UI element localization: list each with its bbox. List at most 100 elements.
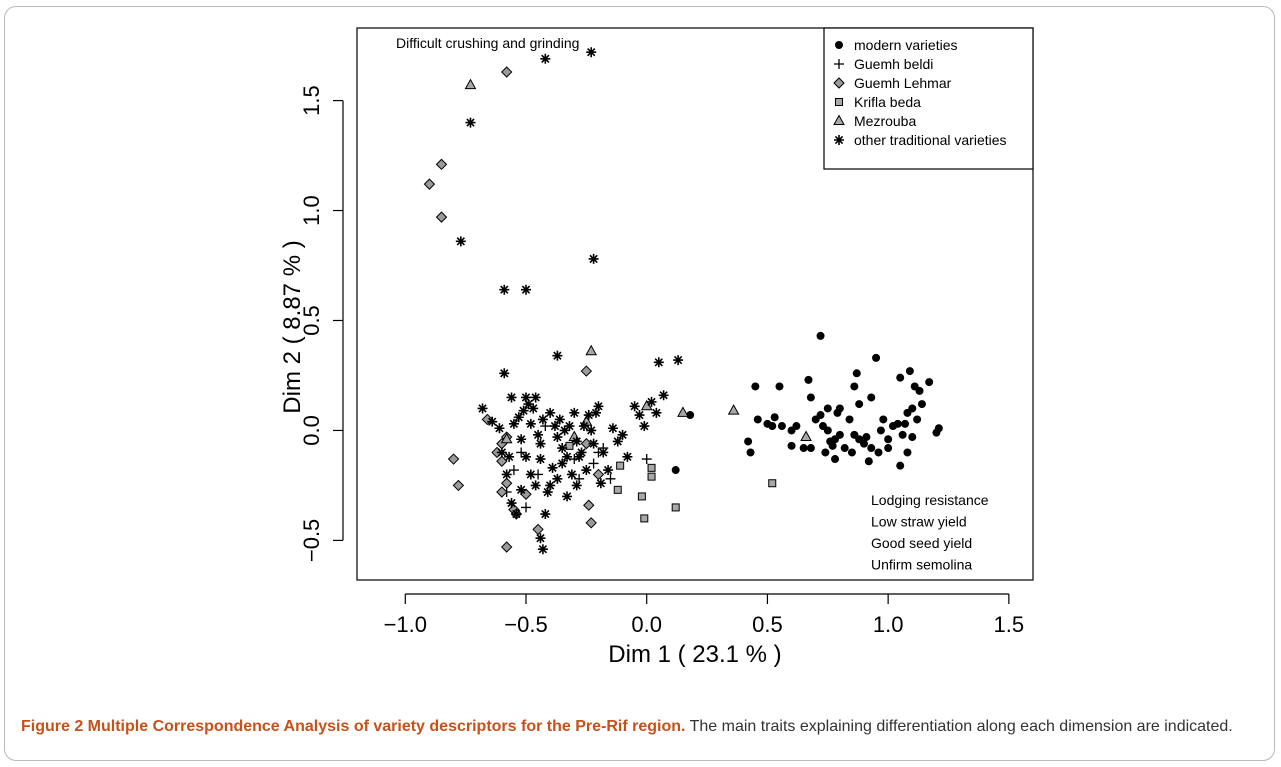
data-point: [506, 392, 517, 403]
data-point: [528, 403, 539, 414]
legend-item: other traditional varieties: [834, 132, 1007, 148]
data-point: [640, 514, 649, 523]
data-point: [447, 453, 460, 465]
data-point: [574, 451, 585, 462]
data-point: [562, 451, 573, 462]
data-point: [835, 404, 844, 413]
annotation-text: Good seed yield: [871, 535, 972, 551]
data-point: [552, 432, 563, 443]
data-point: [588, 253, 599, 264]
data-point: [542, 487, 553, 498]
data-point: [533, 429, 544, 440]
data-point: [925, 378, 934, 387]
data-point: [768, 479, 777, 488]
data-point: [792, 422, 801, 431]
annotation-text: Lodging resistance: [871, 492, 989, 508]
y-tick-label: 0.5: [299, 305, 324, 336]
data-point: [804, 375, 813, 384]
data-point: [751, 382, 760, 391]
data-point: [525, 418, 536, 429]
data-point: [806, 393, 815, 402]
data-point: [647, 463, 656, 472]
data-point: [903, 448, 912, 457]
data-point: [537, 544, 548, 555]
data-point: [525, 469, 536, 480]
data-point: [901, 419, 910, 428]
figure-caption-label: Figure 2 Multiple Correspondence Analysi…: [21, 718, 686, 735]
data-point: [494, 423, 505, 434]
legend-box: [823, 27, 1034, 170]
data-point: [629, 401, 640, 412]
data-point: [840, 444, 849, 453]
data-point: [552, 350, 563, 361]
figure-frame: [4, 6, 1275, 761]
data-point: [516, 434, 527, 445]
data-point: [500, 541, 513, 553]
data-point: [523, 399, 534, 410]
data-point: [617, 429, 628, 440]
figure-caption: Figure 2 Multiple Correspondence Analysi…: [21, 716, 1261, 738]
data-point: [605, 473, 616, 484]
legend-label: Krifla beda: [854, 94, 921, 110]
series-guemh-beldi: [501, 421, 652, 513]
data-point: [464, 78, 477, 90]
data-point: [775, 382, 784, 391]
data-point: [860, 439, 868, 448]
annotation-text: Difficult crushing and grinding: [396, 35, 579, 51]
data-point: [641, 454, 652, 465]
data-point: [746, 448, 755, 457]
data-point: [864, 457, 873, 466]
data-point: [508, 465, 519, 476]
data-point: [671, 503, 680, 512]
data-point: [634, 410, 645, 421]
y-tick-label: −0.5: [299, 519, 324, 562]
data-point: [777, 422, 786, 431]
data-point: [651, 407, 662, 418]
data-point: [500, 477, 513, 489]
data-point: [879, 415, 888, 424]
legend-marker: [834, 59, 844, 69]
data-point: [855, 400, 864, 409]
data-point: [598, 447, 609, 458]
y-tick-label: 1.5: [299, 85, 324, 116]
data-point: [549, 421, 560, 432]
data-point: [884, 444, 893, 453]
data-point: [581, 465, 592, 476]
data-point: [586, 47, 597, 58]
data-point: [557, 443, 568, 454]
data-point: [499, 368, 510, 379]
data-point: [500, 432, 513, 444]
legend-label: other traditional varieties: [854, 132, 1007, 148]
data-point: [562, 491, 573, 502]
data-point: [583, 410, 594, 421]
data-point: [603, 465, 614, 476]
data-point: [537, 414, 548, 425]
data-point: [896, 373, 905, 382]
data-point: [565, 441, 574, 450]
legend-marker: [835, 98, 843, 106]
data-point: [588, 438, 599, 449]
data-point: [852, 369, 861, 378]
data-point: [823, 426, 832, 435]
data-point: [831, 455, 840, 464]
axes: −1.0 −0.5 0.0 0.5 1.0 1.5 −0.5 0.0 0.5 1.0 1.5: [299, 27, 1034, 637]
legend-marker: [835, 41, 843, 49]
data-point: [585, 344, 598, 356]
data-point: [744, 437, 753, 446]
data-point: [496, 455, 508, 467]
data-point: [867, 393, 876, 402]
annotation-bottom-right: Lodging resistance Low straw yield Good se…: [871, 492, 989, 573]
data-point: [535, 533, 546, 544]
data-point: [545, 480, 556, 491]
data-point: [540, 509, 551, 520]
legend-label: Mezrouba: [854, 113, 916, 129]
x-tick-label: 1.5: [994, 612, 1025, 637]
data-point: [521, 392, 531, 403]
plot-markers: [423, 47, 943, 555]
data-point: [455, 236, 466, 247]
figure-caption-text: The main traits explaining differentiati…: [689, 718, 1233, 735]
data-point: [867, 444, 876, 453]
data-point: [905, 367, 914, 376]
data-point: [646, 396, 657, 407]
series-modern-varieties: [671, 331, 943, 475]
